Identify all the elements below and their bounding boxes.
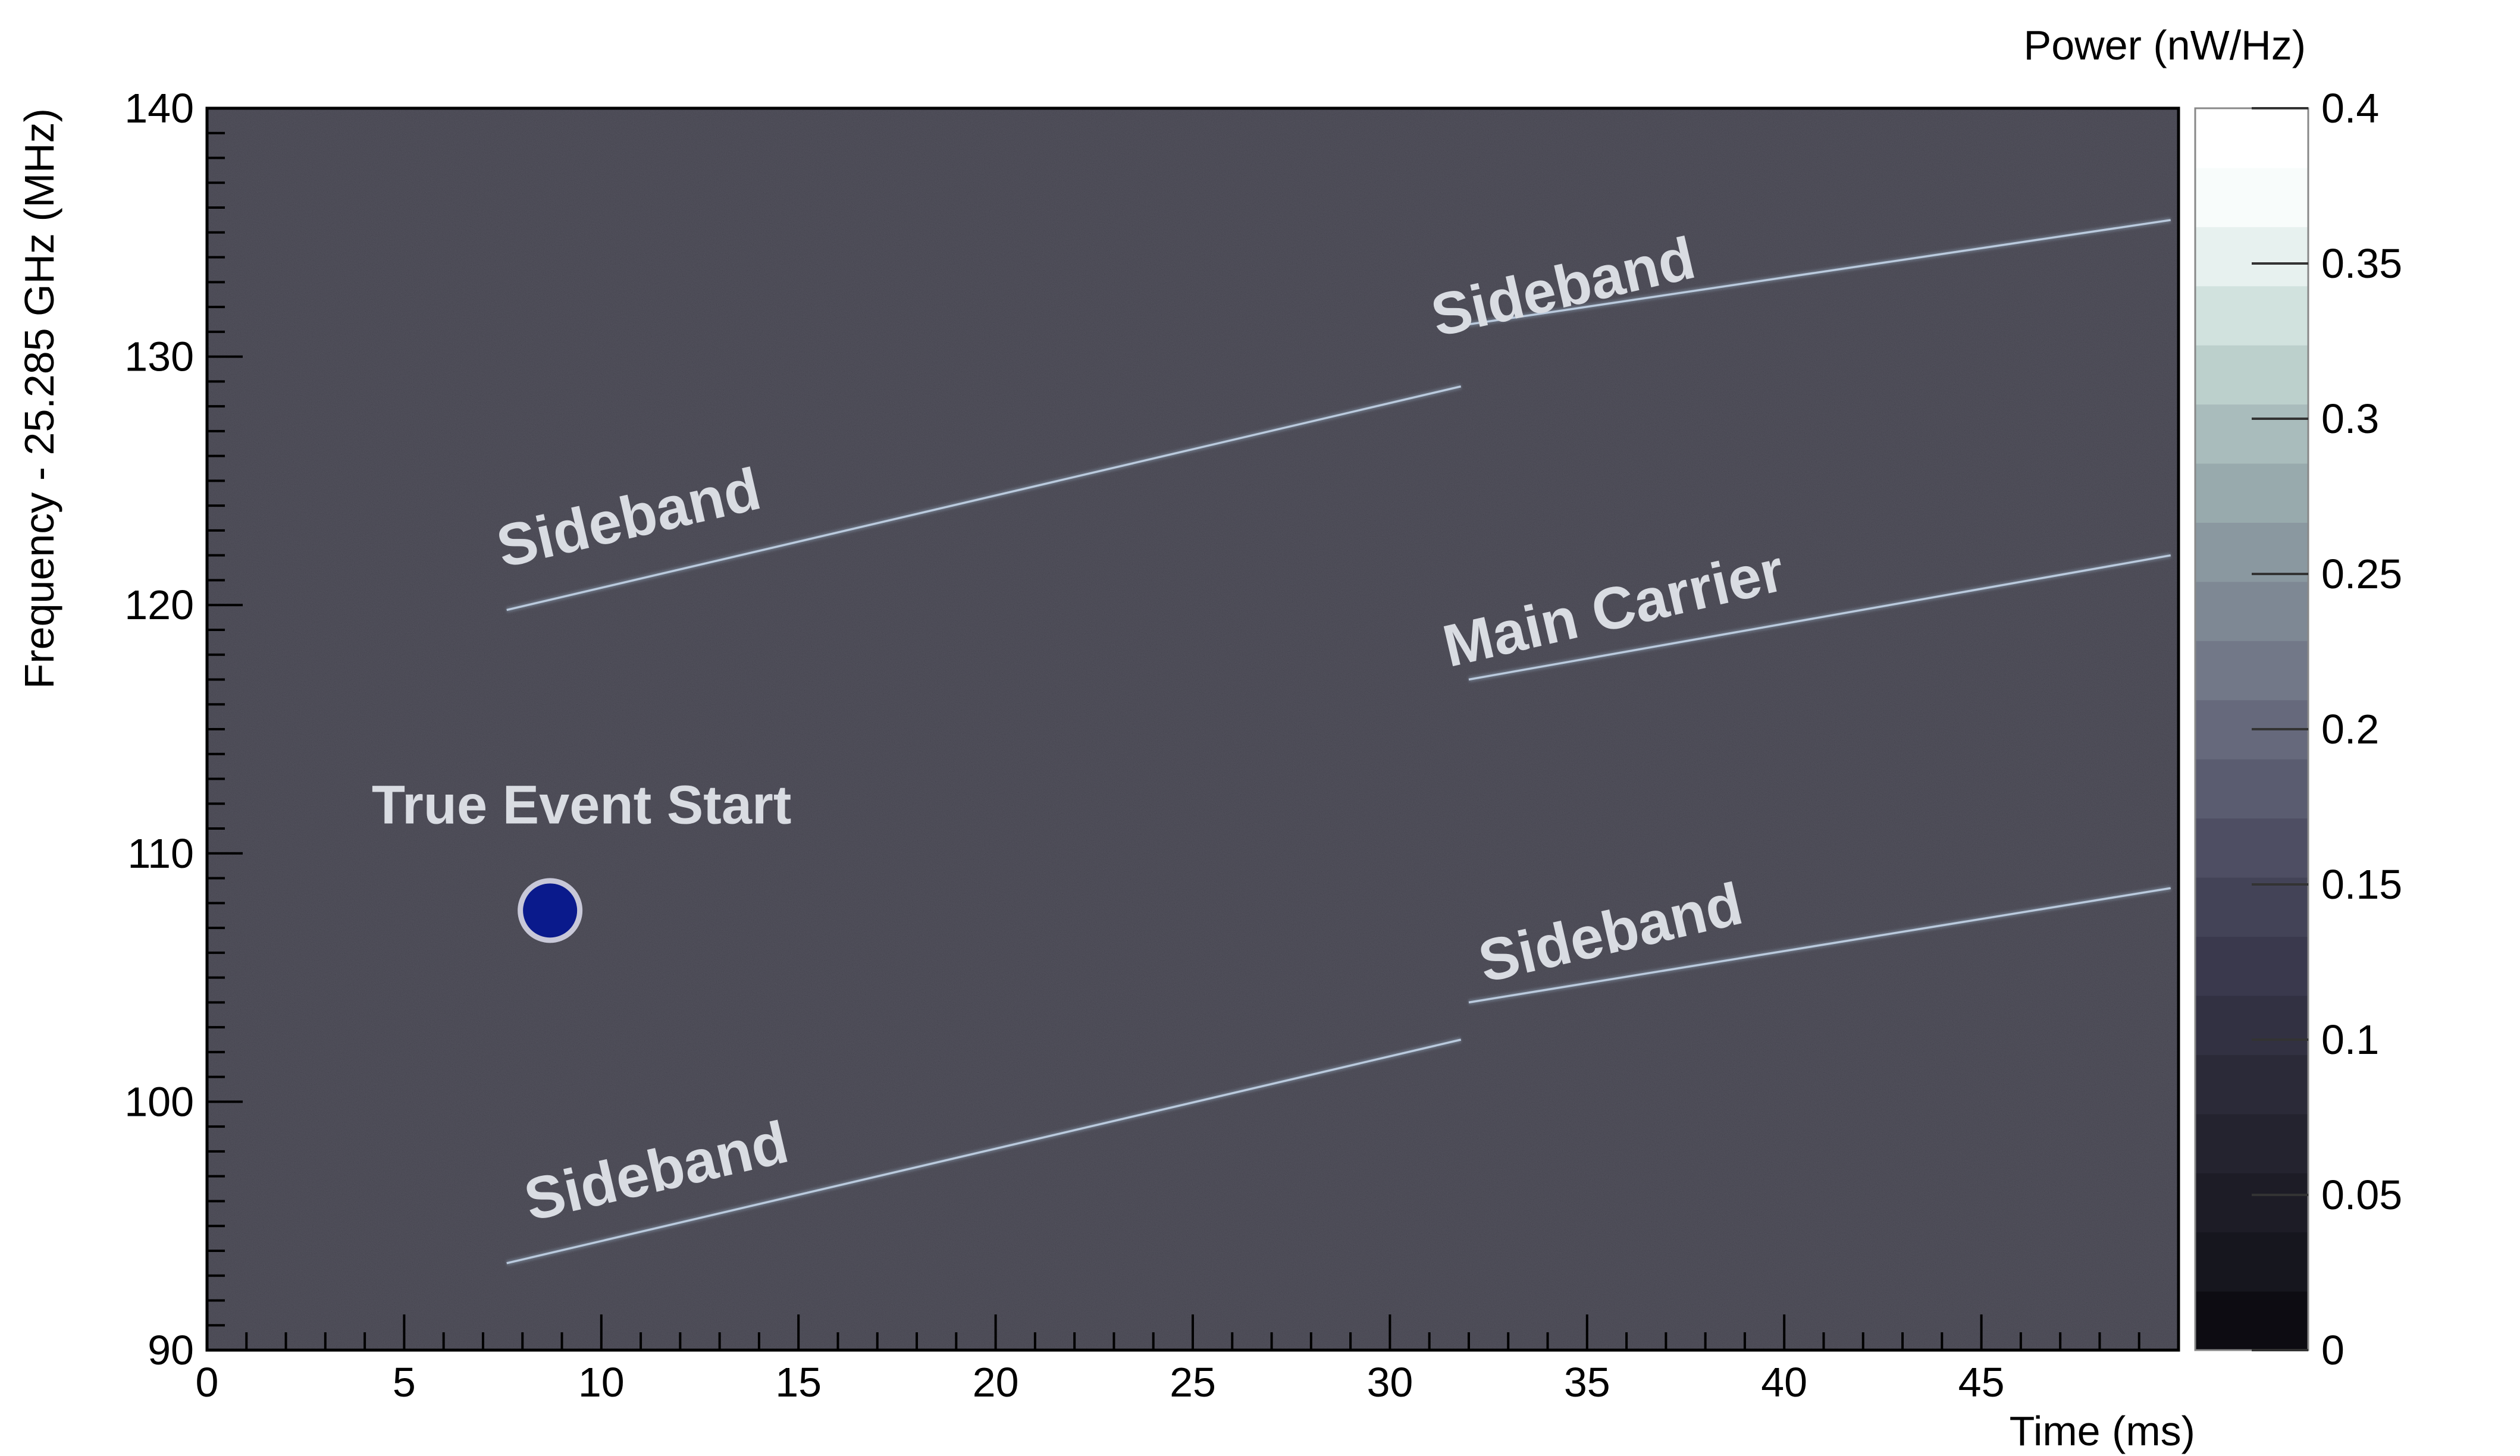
colorbar-label: Power (nW/Hz) bbox=[2024, 22, 2306, 68]
x-tick-label: 15 bbox=[775, 1359, 822, 1405]
x-tick-label: 0 bbox=[196, 1359, 219, 1405]
colorbar-tick-label: 0.15 bbox=[2321, 861, 2402, 908]
y-axis-label: Frequency - 25.285 GHz (MHz) bbox=[16, 108, 62, 689]
annotation-label: True Event Start bbox=[372, 775, 792, 836]
x-tick-label: 30 bbox=[1366, 1359, 1413, 1405]
colorbar: 0 0.05 0.1 0.15 0.2 0.25 0.3 0.35 0.4 Power (nW/… bbox=[2024, 22, 2403, 1373]
colorbar-band bbox=[2195, 1054, 2308, 1115]
colorbar-band bbox=[2195, 995, 2308, 1055]
trace-line bbox=[1468, 219, 2171, 326]
colorbar-band bbox=[2195, 581, 2308, 641]
colorbar-tick-label: 0.4 bbox=[2321, 85, 2379, 131]
colorbar-band bbox=[2195, 818, 2308, 878]
colorbar-band bbox=[2195, 344, 2308, 405]
x-axis: 0 5 10 15 20 25 30 35 40 45 bbox=[196, 1314, 2180, 1405]
colorbar-tick-label: 0.25 bbox=[2321, 551, 2402, 597]
y-axis: 90 100 110 120 130 140 bbox=[124, 85, 243, 1373]
colorbar-tick-label: 0.05 bbox=[2321, 1172, 2402, 1218]
colorbar-band bbox=[2195, 1232, 2308, 1292]
colorbar-band bbox=[2195, 1291, 2308, 1351]
colorbar-tick-label: 0.3 bbox=[2321, 396, 2379, 442]
trace-line bbox=[506, 1038, 1462, 1264]
colorbar-band bbox=[2195, 463, 2308, 523]
y-tick-label: 90 bbox=[148, 1327, 194, 1373]
x-tick-label: 35 bbox=[1564, 1359, 1610, 1405]
colorbar-ticks: 0 0.05 0.1 0.15 0.2 0.25 0.3 0.35 0.4 bbox=[2252, 85, 2402, 1373]
event-start-marker bbox=[518, 878, 583, 943]
signal-traces bbox=[506, 217, 2171, 1266]
y-tick-label: 100 bbox=[124, 1078, 194, 1125]
y-tick-label: 120 bbox=[124, 582, 194, 628]
colorbar-band bbox=[2195, 404, 2308, 464]
trace-line bbox=[1468, 554, 2171, 681]
colorbar-band bbox=[2195, 936, 2308, 996]
colorbar-tick-label: 0.2 bbox=[2321, 706, 2379, 752]
colorbar-band bbox=[2195, 285, 2308, 346]
colorbar-band bbox=[2195, 877, 2308, 937]
colorbar-band bbox=[2195, 1113, 2308, 1173]
y-tick-label: 140 bbox=[124, 85, 194, 131]
trace-line bbox=[506, 385, 1462, 611]
colorbar-band bbox=[2195, 640, 2308, 701]
colorbar-band bbox=[2195, 108, 2308, 168]
colorbar-tick-label: 0 bbox=[2321, 1327, 2345, 1373]
colorbar-tick-label: 0.1 bbox=[2321, 1016, 2379, 1063]
x-axis-label: Time (ms) bbox=[2010, 1408, 2195, 1454]
x-tick-label: 40 bbox=[1761, 1359, 1807, 1405]
colorbar-band bbox=[2195, 167, 2308, 227]
colorbar-band bbox=[2195, 522, 2308, 582]
colorbar-band bbox=[2195, 758, 2308, 819]
colorbar-tick-label: 0.35 bbox=[2321, 240, 2402, 287]
x-tick-label: 45 bbox=[1958, 1359, 2005, 1405]
x-tick-label: 25 bbox=[1170, 1359, 1216, 1405]
event-marker-layer bbox=[518, 878, 583, 943]
trace-line bbox=[1468, 887, 2171, 1004]
x-tick-label: 20 bbox=[973, 1359, 1019, 1405]
y-tick-label: 130 bbox=[124, 334, 194, 380]
x-tick-label: 10 bbox=[578, 1359, 625, 1405]
heatmap-noise bbox=[207, 108, 2179, 1350]
y-tick-label: 110 bbox=[127, 830, 194, 877]
x-tick-label: 5 bbox=[393, 1359, 416, 1405]
colorbar-band bbox=[2195, 1172, 2308, 1233]
colorbar-band bbox=[2195, 226, 2308, 287]
